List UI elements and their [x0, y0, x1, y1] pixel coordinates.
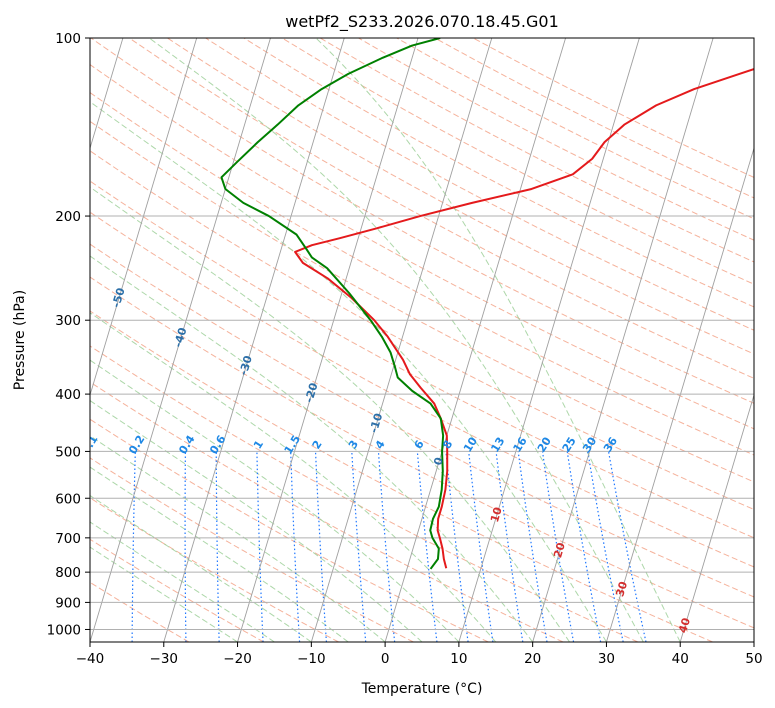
x-tick-label: 40 [672, 651, 689, 667]
isotherm-line [532, 38, 714, 642]
isotherm-line [163, 38, 345, 642]
dewpoint-profile-line [220, 38, 445, 570]
x-tick-label: −20 [223, 651, 252, 667]
isotherm-label-red: 40 [676, 616, 693, 635]
mixing-ratio-line [468, 451, 494, 642]
mixing-ratio-label: 0.1 [79, 433, 100, 456]
mixing-ratio-line [445, 451, 469, 642]
y-tick-label: 200 [55, 209, 81, 225]
dry-adiabat-line [90, 180, 754, 539]
moist-adiabat-line [90, 435, 386, 642]
isotherm-label-red: 30 [613, 580, 630, 599]
dry-adiabat-line [90, 150, 754, 511]
x-tick-label: 20 [524, 651, 541, 667]
x-tick-label: 0 [381, 651, 390, 667]
moist-adiabats [90, 38, 681, 642]
x-tick-label: −10 [297, 651, 326, 667]
y-tick-label: 500 [55, 444, 81, 460]
mixing-ratio-line [541, 451, 575, 642]
dry-adiabat-line [281, 38, 754, 285]
isotherm-line [90, 38, 124, 150]
isotherm-line [606, 146, 754, 642]
isotherm-line [237, 38, 419, 642]
x-tick-label: 50 [745, 651, 762, 667]
x-tick-label: −30 [150, 651, 179, 667]
isotherm-label: -30 [237, 354, 255, 377]
isotherm-label-red: 10 [488, 505, 505, 524]
isotherm-line [310, 38, 493, 642]
dry-adiabat-line [205, 38, 754, 331]
y-axis-label: Pressure (hPa) [12, 290, 28, 390]
dry-adiabat-line [90, 276, 754, 629]
y-tick-label: 400 [55, 387, 81, 403]
dry-adiabat-line [90, 92, 754, 456]
y-tick-label: 800 [55, 565, 81, 581]
isotherm-label-red: 20 [551, 541, 568, 560]
dry-adiabat-line [90, 418, 489, 642]
y-tick-label: 1000 [47, 622, 81, 638]
x-axis-ticks: −40 −30 −20 −10 0 10 20 30 40 50 [76, 642, 763, 667]
dry-adiabat-line [90, 381, 564, 642]
moist-adiabat-line [90, 101, 607, 642]
moist-adiabat-line [90, 521, 275, 642]
moist-adiabat-line [90, 312, 497, 642]
moist-adiabat-line [148, 38, 644, 642]
x-tick-label: 10 [450, 651, 467, 667]
pressure-gridlines [90, 38, 754, 630]
y-tick-label: 100 [55, 31, 81, 47]
isotherm-line [90, 38, 198, 397]
y-tick-label: 900 [55, 595, 81, 611]
x-axis-label: Temperature (°C) [361, 681, 483, 697]
moist-adiabat-line [90, 255, 534, 642]
dry-adiabat-line [128, 38, 754, 379]
dry-adiabat-line [90, 345, 639, 642]
chart-title: wetPf2_S233.2026.070.18.45.G01 [285, 12, 559, 32]
temperature-profile-line [294, 68, 754, 569]
dry-adiabat-line [90, 120, 754, 483]
dry-adiabat-line [90, 310, 713, 642]
isotherms [90, 38, 754, 642]
plot-frame [89, 37, 755, 643]
isotherm-label: -40 [171, 326, 189, 349]
y-axis-ticks: 100 200 300 400 500 600 700 800 900 1000 [47, 31, 90, 638]
mixing-ratio-line [607, 451, 647, 642]
dry-adiabat-line [90, 538, 265, 642]
sounding-profiles [220, 38, 754, 570]
moist-adiabat-line [90, 186, 570, 642]
x-tick-label: 30 [598, 651, 615, 667]
dry-adiabat-line [90, 581, 190, 642]
mixing-ratio-line [495, 451, 524, 642]
y-tick-label: 700 [55, 531, 81, 547]
x-tick-label: −40 [76, 651, 105, 667]
dry-adiabats [90, 38, 754, 642]
mixing-ratio-lines [131, 451, 647, 642]
moist-adiabat-line [90, 399, 423, 642]
moist-adiabat-line [90, 466, 349, 642]
mixing-ratio-line [517, 451, 548, 642]
isotherm-label: -10 [367, 411, 385, 434]
isotherm-line [90, 38, 271, 642]
dry-adiabat-line [90, 243, 754, 598]
moist-adiabat-line [315, 38, 681, 642]
moist-adiabat-line [90, 359, 460, 642]
dry-adiabat-line [90, 38, 754, 404]
isotherm-label: -20 [302, 381, 320, 404]
y-tick-label: 300 [55, 313, 81, 329]
isotherm-line [679, 393, 754, 642]
moist-adiabat-line [90, 546, 238, 642]
isotherm-label: 0 [431, 455, 446, 466]
isotherm-label: -50 [110, 286, 128, 309]
dry-adiabat-line [90, 64, 754, 430]
isotherm-line [384, 38, 567, 642]
mixing-ratio-line [416, 451, 438, 642]
y-tick-label: 600 [55, 491, 81, 507]
